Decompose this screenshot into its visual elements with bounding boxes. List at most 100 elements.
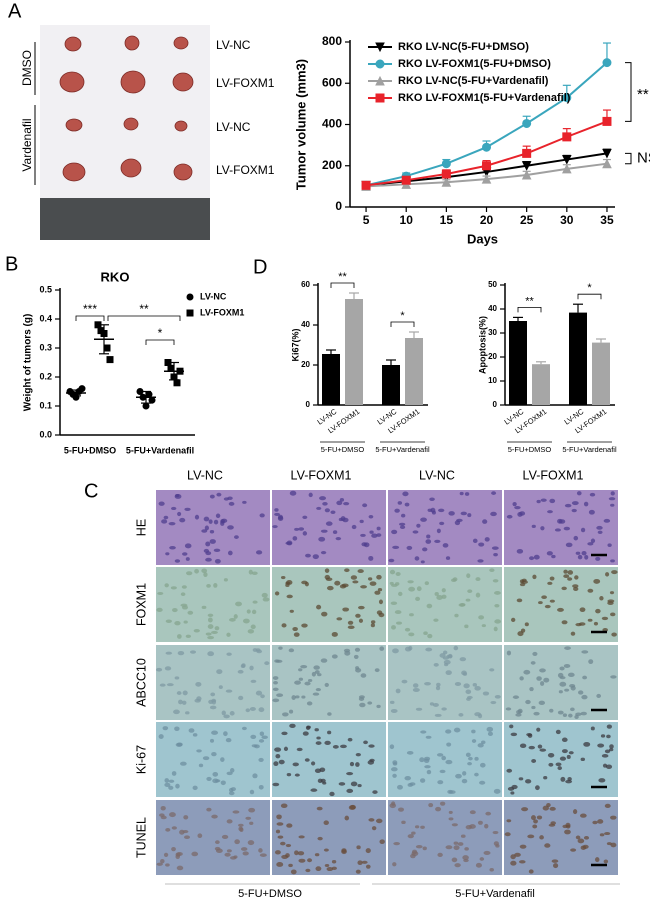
nucleus [344,815,350,821]
bar [592,342,610,405]
nucleus [420,517,427,522]
nucleus [175,783,180,789]
row-label: FOXM1 [134,583,148,626]
nucleus [223,714,230,719]
nucleus [249,665,254,671]
nucleus [422,547,428,552]
nucleus [289,490,297,496]
nucleus [336,617,343,621]
nucleus [354,647,361,652]
nucleus [564,688,570,692]
nucleus [392,545,400,549]
nucleus [533,554,540,560]
ihc-image [388,567,502,642]
nucleus [351,524,357,530]
nucleus [477,743,484,748]
nucleus [318,536,326,542]
y-axis-label: Apoptosis(%) [477,316,487,374]
nucleus [302,531,308,536]
nucleus [419,757,425,763]
nucleus [491,546,499,550]
nucleus [601,616,609,621]
y-tick-label: 800 [322,34,342,48]
nucleus [492,830,499,835]
nucleus [176,865,184,871]
bracket [625,62,632,122]
nucleus [568,713,573,718]
nucleus [255,550,263,555]
nucleus [437,852,443,857]
nucleus [519,743,527,749]
nucleus [462,672,468,676]
nucleus [238,823,244,827]
nucleus [242,618,250,624]
nucleus [423,631,428,635]
nucleus [525,699,531,705]
nucleus [572,584,579,588]
nucleus [341,848,347,853]
nucleus [543,775,548,780]
nucleus [514,852,521,857]
nucleus [230,787,236,792]
panel-label: C [84,480,98,502]
nucleus [563,664,571,668]
group-label: 5-FU+Vardenafil [375,445,430,454]
nucleus [544,604,551,609]
nucleus [391,583,398,587]
nucleus [566,754,571,760]
nucleus [523,669,531,675]
nucleus [336,500,343,506]
tumors [59,35,194,182]
nucleus [467,762,472,766]
nucleus [286,773,292,777]
nucleus [203,516,210,522]
nucleus [434,539,441,543]
y-tick-label: 40 [301,320,310,329]
nucleus [229,711,235,716]
nucleus [363,542,370,548]
nucleus [550,821,556,825]
nucleus [487,731,493,737]
nucleus [561,586,567,591]
nucleus [389,803,397,809]
nucleus [583,741,591,747]
nucleus [519,676,524,681]
nucleus [298,677,304,681]
nucleus [459,491,464,496]
nucleus [196,749,202,753]
nucleus [604,749,611,754]
nucleus [238,826,243,832]
nucleus [426,534,431,539]
nucleus [414,825,420,829]
nucleus [472,683,478,687]
nucleus [226,771,233,776]
nucleus [390,601,398,605]
nucleus [237,669,244,674]
y-axis-label: Weight of tumors (g) [23,314,34,412]
nucleus [595,556,601,561]
nucleus [288,709,294,714]
nucleus [504,832,511,837]
nucleus [208,519,213,524]
nucleus [532,824,538,829]
nucleus [506,650,512,656]
nucleus [160,806,166,811]
nucleus [305,868,311,873]
nucleus [205,551,212,556]
nucleus [294,695,300,699]
nucleus [477,820,483,825]
nucleus [252,600,258,604]
marker [562,93,572,103]
nucleus [296,747,303,752]
ihc-image [272,490,386,565]
nucleus [206,807,212,812]
nucleus [559,756,567,761]
nucleus [557,710,564,715]
nucleus [258,739,265,743]
nucleus [182,700,187,705]
nucleus [213,548,221,552]
nucleus [302,515,308,519]
nucleus [553,863,559,869]
nucleus [547,752,555,758]
nucleus [316,736,321,740]
